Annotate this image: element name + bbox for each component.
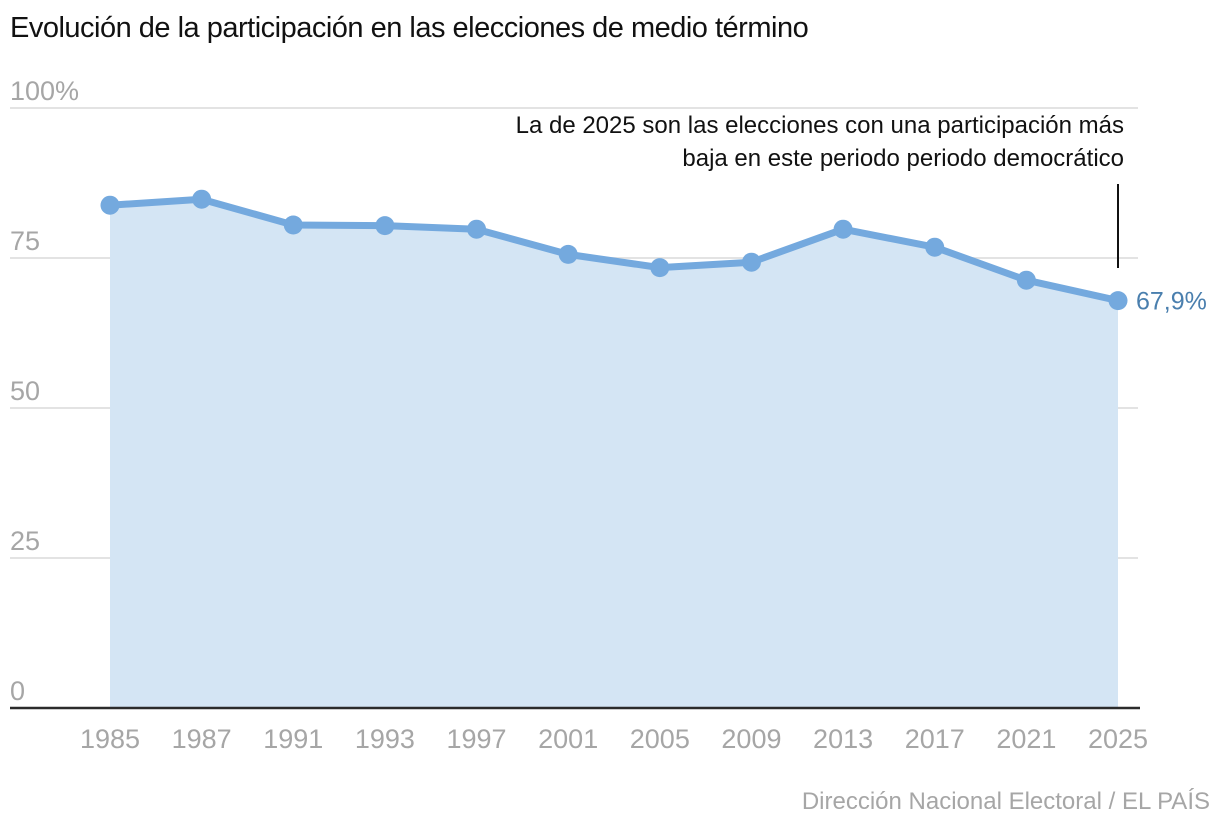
x-tick-label: 2025 — [1088, 724, 1148, 754]
annotation-text-line-2: baja en este periodo periodo democrático — [682, 145, 1124, 172]
data-point — [558, 244, 578, 264]
y-tick-label: 50 — [10, 376, 40, 406]
data-point — [467, 219, 487, 239]
x-tick-label: 1997 — [447, 724, 507, 754]
x-tick-label: 2017 — [905, 724, 965, 754]
x-tick-label: 2005 — [630, 724, 690, 754]
source-credit: Dirección Nacional Electoral / EL PAÍS — [801, 788, 1210, 815]
data-point — [375, 216, 395, 236]
data-point — [833, 219, 853, 239]
area-fill — [110, 199, 1118, 708]
x-tick-label: 1993 — [355, 724, 415, 754]
data-point — [925, 237, 945, 257]
y-tick-label: 100% — [10, 76, 79, 106]
data-point — [1108, 291, 1128, 311]
data-point — [1016, 270, 1036, 290]
y-axis-ticks: 0 25 50 75 100% — [10, 76, 79, 706]
data-point — [283, 215, 303, 235]
x-axis-ticks: 1985 1987 1991 1993 1997 2001 2005 2009 2013 2017… — [80, 724, 1148, 754]
x-tick-label: 2013 — [813, 724, 873, 754]
y-tick-label: 75 — [10, 226, 40, 256]
data-point — [100, 195, 120, 215]
x-tick-label: 1991 — [263, 724, 323, 754]
data-point — [650, 258, 670, 278]
data-point — [192, 189, 212, 209]
x-tick-label: 2021 — [996, 724, 1056, 754]
data-points — [100, 189, 1128, 311]
annotation-text-line-1: La de 2025 son las elecciones con una pa… — [516, 112, 1124, 139]
end-value-label: 67,9% — [1136, 288, 1207, 316]
x-tick-label: 2009 — [721, 724, 781, 754]
y-tick-label: 0 — [10, 676, 25, 706]
x-tick-label: 1985 — [80, 724, 140, 754]
data-point — [741, 252, 761, 272]
chart-title: Evolución de la participación en las ele… — [10, 12, 809, 44]
series-line — [109, 195, 1119, 305]
y-tick-label: 25 — [10, 526, 40, 556]
x-tick-label: 2001 — [538, 724, 598, 754]
x-tick-label: 1987 — [172, 724, 232, 754]
